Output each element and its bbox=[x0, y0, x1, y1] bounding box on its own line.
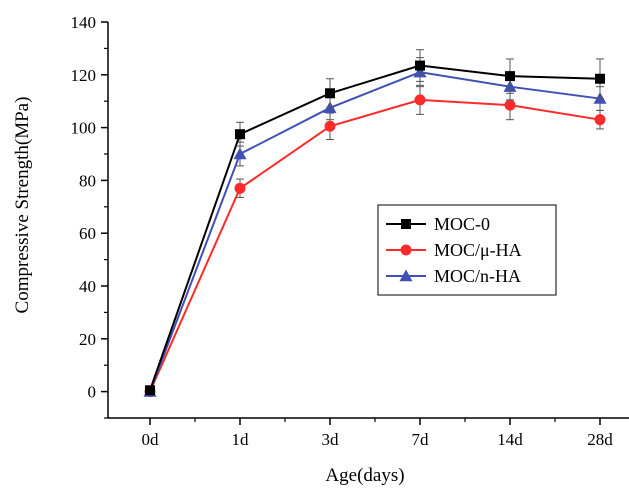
series-line bbox=[149, 64, 601, 391]
legend-label: MOC/μ-HA bbox=[434, 240, 522, 260]
y-tick-label: 120 bbox=[71, 66, 97, 85]
legend-marker bbox=[399, 269, 413, 282]
y-tick-label: 20 bbox=[79, 330, 96, 349]
data-point bbox=[145, 385, 155, 396]
x-axis-title: Age(days) bbox=[325, 465, 404, 486]
legend-marker bbox=[401, 219, 411, 229]
y-axis-title: Compressive Strength(MPa) bbox=[12, 97, 33, 314]
x-tick-label: 3d bbox=[322, 430, 340, 449]
x-tick-label: 28d bbox=[587, 430, 613, 449]
x-tick-label: 1d bbox=[232, 430, 250, 449]
y-tick-label: 140 bbox=[71, 13, 97, 32]
data-point bbox=[595, 73, 605, 84]
y-tick-label: 40 bbox=[79, 277, 96, 296]
data-point bbox=[234, 182, 246, 194]
series-line bbox=[149, 98, 601, 393]
legend-label: MOC/n-HA bbox=[434, 266, 521, 286]
series-0 bbox=[145, 49, 605, 396]
data-point bbox=[235, 129, 245, 140]
y-tick-label: 80 bbox=[79, 171, 96, 190]
x-tick-label: 14d bbox=[497, 430, 523, 449]
data-point bbox=[504, 99, 516, 111]
axes: 0 20 40 60 80 100 120 140 0d 1d 3d 7d 14d 28d bbox=[71, 13, 629, 449]
y-tick-label: 60 bbox=[79, 224, 96, 243]
data-point bbox=[324, 120, 336, 132]
data-point bbox=[415, 60, 425, 71]
data-point bbox=[325, 88, 335, 99]
x-tick-label: 0d bbox=[142, 430, 160, 449]
data-point bbox=[505, 71, 515, 82]
y-tick-label: 100 bbox=[71, 119, 97, 138]
legend: MOC-0 MOC/μ-HA MOC/n-HA bbox=[377, 204, 557, 296]
series-layer bbox=[143, 49, 607, 398]
legend-label: MOC-0 bbox=[434, 214, 490, 234]
y-tick-label: 0 bbox=[88, 383, 97, 402]
x-tick-label: 7d bbox=[412, 430, 430, 449]
data-point bbox=[233, 147, 247, 160]
data-point bbox=[414, 94, 426, 106]
data-point bbox=[594, 114, 606, 126]
legend-marker bbox=[400, 244, 412, 256]
series-line bbox=[149, 71, 601, 392]
